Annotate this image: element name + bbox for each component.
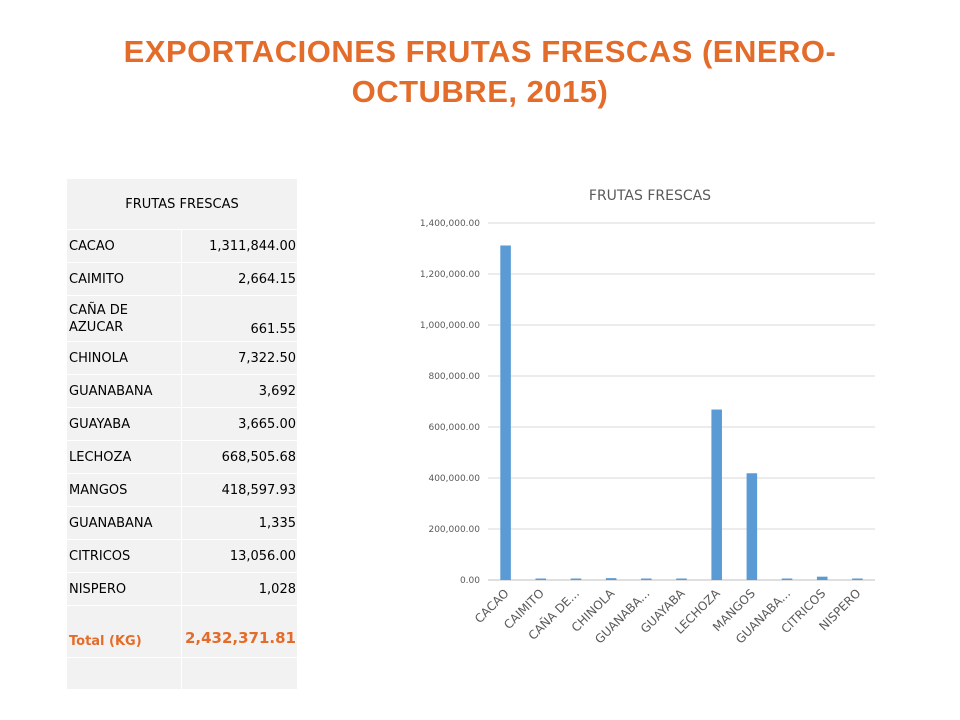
fruit-table: FRUTAS FRESCAS CACAO 1,311,844.00 CAIMIT…: [65, 178, 298, 690]
empty-cell: [181, 657, 298, 690]
y-tick-label: 800,000.00: [428, 372, 480, 382]
table-row: CAIMITO 2,664.15: [65, 262, 298, 296]
row-value: 3,692: [181, 374, 298, 408]
y-tick-label: 1,400,000.00: [420, 219, 480, 229]
bar: [852, 578, 863, 580]
row-value: 13,056.00: [181, 539, 298, 573]
bar: [605, 578, 617, 580]
table-row: GUANABANA 3,692: [65, 374, 298, 408]
row-value: 1,311,844.00: [181, 229, 298, 263]
row-name: CAIMITO: [65, 262, 183, 296]
row-value: 661.55: [181, 295, 298, 342]
row-name: CACAO: [65, 229, 183, 263]
row-value: 3,665.00: [181, 407, 298, 441]
y-tick-label: 0.00: [460, 576, 480, 586]
chart-canvas: FRUTAS FRESCAS 0.00 200,000.00 400,000.00 6…: [420, 188, 875, 647]
row-value: 668,505.68: [181, 440, 298, 474]
bar-chart: FRUTAS FRESCAS 0.00 200,000.00 400,000.00 6…: [395, 175, 905, 675]
table-row: NISPERO 1,028: [65, 572, 298, 606]
table-header: FRUTAS FRESCAS: [66, 178, 298, 230]
row-value: 2,664.15: [181, 262, 298, 296]
table-header-row: FRUTAS FRESCAS: [66, 178, 298, 230]
row-value: 1,028: [181, 572, 298, 606]
bar: [676, 578, 687, 580]
table-row: CITRICOS 13,056.00: [65, 539, 298, 573]
table-row: GUANABANA 1,335: [65, 506, 298, 540]
bar: [746, 473, 758, 580]
row-value: 1,335: [181, 506, 298, 540]
y-tick-label: 400,000.00: [428, 474, 480, 484]
table-row: CHINOLA 7,322.50: [65, 341, 298, 375]
table-row: CAÑA DE AZUCAR 661.55: [65, 295, 298, 342]
y-axis-ticks: 0.00 200,000.00 400,000.00 600,000.00 800,00…: [420, 219, 480, 586]
bar-layer: [500, 245, 863, 580]
row-value: 7,322.50: [181, 341, 298, 375]
bar: [781, 578, 793, 580]
table-total-row: Total (KG) 2,432,371.81: [65, 605, 298, 658]
table-row: LECHOZA 668,505.68: [65, 440, 298, 474]
total-value: 2,432,371.81: [181, 605, 298, 658]
row-name: GUAYABA: [65, 407, 183, 441]
empty-cell: [65, 657, 183, 690]
y-tick-label: 600,000.00: [428, 423, 480, 433]
row-name: NISPERO: [65, 572, 183, 606]
row-value: 418,597.93: [181, 473, 298, 507]
total-label: Total (KG): [65, 605, 183, 658]
row-name: CITRICOS: [65, 539, 183, 573]
row-name: MANGOS: [65, 473, 183, 507]
y-tick-label: 1,200,000.00: [420, 270, 480, 280]
row-name: CAÑA DE AZUCAR: [65, 295, 183, 342]
row-name: GUANABANA: [65, 374, 183, 408]
chart-title: FRUTAS FRESCAS: [589, 188, 711, 204]
bar: [500, 245, 511, 580]
bar: [816, 576, 828, 580]
bar: [711, 409, 722, 580]
grid-layer: [488, 222, 875, 581]
bar: [570, 578, 582, 580]
table-row: CACAO 1,311,844.00: [65, 229, 298, 263]
table-empty-row: [65, 657, 298, 690]
y-tick-label: 200,000.00: [428, 525, 480, 535]
row-name: CHINOLA: [65, 341, 183, 375]
bar: [641, 578, 652, 580]
slide-title: EXPORTACIONES FRUTAS FRESCAS (ENERO-OCTU…: [123, 34, 837, 109]
y-tick-label: 1,000,000.00: [420, 321, 480, 331]
table-row: MANGOS 418,597.93: [65, 473, 298, 507]
row-name: GUANABANA: [65, 506, 183, 540]
bar: [535, 578, 547, 580]
row-name: LECHOZA: [65, 440, 183, 474]
table-row: GUAYABA 3,665.00: [65, 407, 298, 441]
